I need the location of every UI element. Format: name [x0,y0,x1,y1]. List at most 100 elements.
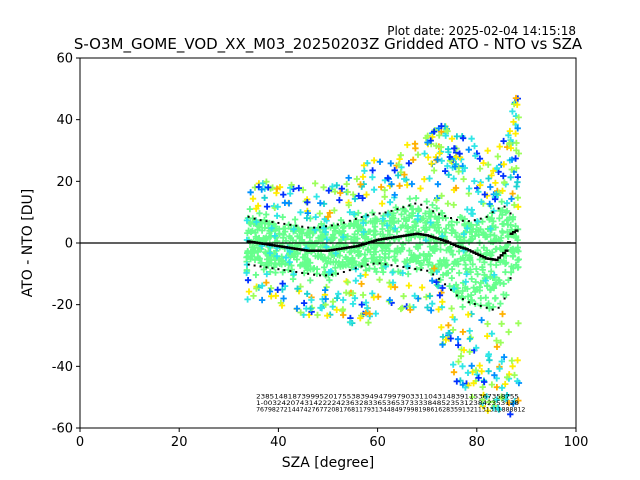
data-point [357,181,364,188]
mean-marker [259,242,264,245]
data-point [490,167,497,174]
data-point [422,224,430,231]
data-point [263,270,270,278]
data-point [407,306,414,314]
minus_std-marker [265,266,268,269]
data-point [372,215,379,222]
plus_std-marker [372,213,375,216]
plus_std-marker [509,212,512,215]
plus_std-marker [325,225,328,228]
data-point [381,193,388,200]
mean-marker [370,240,375,243]
data-point [439,341,446,348]
chart-title: S-O3M_GOME_VOD_XX_M03_20250203Z Gridded … [74,35,583,54]
mean-marker [440,238,445,242]
minus_std-marker [313,273,316,276]
data-point [291,250,298,257]
data-point [465,146,472,153]
data-point [506,127,514,135]
data-point [318,220,325,228]
data-point [498,384,506,391]
data-point [446,153,454,161]
data-point [434,156,441,163]
data-point [351,231,358,238]
data-point [442,229,449,236]
mean-marker [348,246,353,249]
data-point [346,319,354,326]
mean-marker [405,234,410,237]
data-point [424,132,431,139]
data-point [345,202,352,209]
data-point [511,201,518,209]
data-point [405,282,413,289]
data-point [314,311,321,319]
data-point [252,229,259,236]
data-point [430,128,438,135]
data-point [448,218,455,225]
data-point [406,247,413,254]
data-point [485,368,492,375]
mean-marker [268,243,273,247]
data-point [408,212,416,220]
data-point [266,249,274,257]
data-point [417,185,424,192]
data-point [288,181,295,189]
plus_std-marker [378,212,381,215]
data-point [480,244,488,251]
data-point [343,255,351,263]
mean-marker [321,249,326,252]
data-point [390,219,398,226]
plus_std-marker [485,215,488,218]
mean-marker [509,232,514,235]
data-point [502,259,510,266]
data-point [478,316,485,324]
minus_std-marker [485,306,488,309]
data-point [370,186,378,193]
data-point [389,279,397,286]
data-point [424,139,431,146]
data-point [398,244,406,251]
minus_std-marker [253,264,256,267]
minus_std-marker [503,297,506,300]
data-point [513,165,520,172]
data-point [261,194,268,201]
data-point [514,236,521,244]
data-point [474,271,481,278]
data-point [279,280,286,287]
data-point [321,264,328,271]
data-point [358,280,365,288]
plus_std-marker [301,225,304,228]
data-point [346,249,353,256]
minus_std-marker [491,308,494,311]
data-point [491,271,498,279]
mean-marker [345,246,350,249]
data-point [359,291,367,299]
data-point [270,221,277,228]
data-point [324,213,332,220]
data-point [442,167,449,175]
mean-marker [276,244,281,248]
mean-marker [251,241,256,244]
data-point [469,235,476,243]
mean-marker [450,242,454,245]
data-point [490,284,498,292]
data-point [463,270,470,278]
data-point [337,189,344,197]
data-point [500,220,507,228]
data-point [322,228,329,236]
mean-marker [477,253,482,257]
data-point [325,255,332,262]
mean-marker [437,237,442,241]
data-point [312,213,319,221]
data-point [472,288,479,295]
data-point [361,167,368,174]
data-point [491,295,499,302]
data-point [256,210,263,217]
mean-marker [246,240,251,243]
data-point [507,269,515,276]
data-point [472,367,480,374]
data-point [514,101,521,108]
mean-marker [479,254,484,258]
data-point [260,266,267,273]
x-tick-label: 20 [171,435,188,450]
